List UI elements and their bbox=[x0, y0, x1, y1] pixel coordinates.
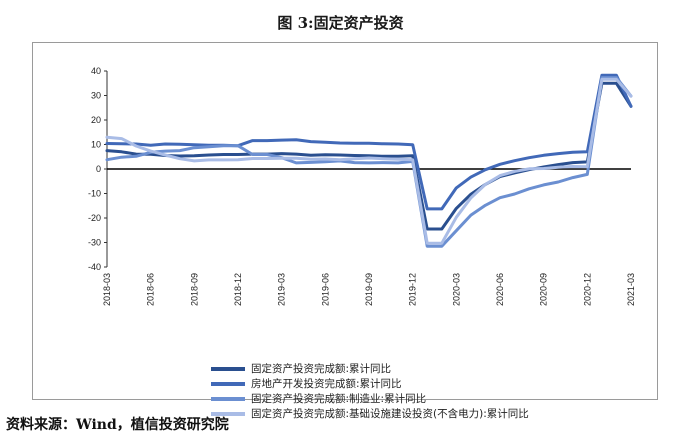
legend-swatch bbox=[211, 396, 245, 401]
legend-label: 固定资产投资完成额:基础设施建设投资(不含电力):累计同比 bbox=[251, 408, 529, 420]
legend-label: 房地产开发投资完成额:累计同比 bbox=[251, 378, 402, 390]
legend-item: 固定资产投资完成额:基础设施建设投资(不含电力):累计同比 bbox=[211, 406, 529, 421]
x-tick-label: 2018-03 bbox=[102, 273, 112, 306]
x-tick-label: 2019-06 bbox=[320, 273, 330, 306]
legend-swatch bbox=[211, 411, 245, 416]
x-tick-label: 2020-03 bbox=[451, 273, 461, 306]
series-line-2 bbox=[105, 73, 633, 211]
chart-frame: 40 30 20 10 0 -10 -20 -30 -40 2018-03 2018-06 2018-… bbox=[32, 42, 658, 420]
x-tick-label: 2019-03 bbox=[277, 273, 287, 306]
legend-swatch bbox=[211, 381, 245, 386]
y-tick-label: -20 bbox=[88, 213, 101, 223]
series-line-3 bbox=[105, 76, 633, 248]
y-tick-label: -40 bbox=[88, 262, 101, 272]
legend-item: 固定资产投资完成额:制造业:累计同比 bbox=[211, 391, 529, 406]
x-tick-label: 2020-09 bbox=[539, 273, 549, 306]
y-tick-label: 30 bbox=[91, 91, 101, 101]
legend-item: 固定资产投资完成额:累计同比 bbox=[211, 361, 529, 376]
legend-item: 房地产开发投资完成额:累计同比 bbox=[211, 376, 529, 391]
source-note: 资料来源：Wind，植信投资研究院 bbox=[6, 417, 229, 433]
legend-label: 固定资产投资完成额:制造业:累计同比 bbox=[251, 393, 427, 405]
x-tick-label: 2019-09 bbox=[364, 273, 374, 306]
chart-title: 图 3:固定资产投资 bbox=[277, 14, 404, 32]
series-line-1 bbox=[105, 81, 633, 231]
series-line-4 bbox=[105, 77, 633, 245]
legend-label: 固定资产投资完成额:累计同比 bbox=[251, 363, 392, 375]
chart-legend: 固定资产投资完成额:累计同比 房地产开发投资完成额:累计同比固定资产投资完成额:制… bbox=[211, 361, 529, 421]
legend-swatch bbox=[211, 366, 245, 371]
y-tick-label: 10 bbox=[91, 140, 101, 150]
x-tick-label: 2020-06 bbox=[495, 273, 505, 306]
x-tick-label: 2018-09 bbox=[189, 273, 199, 306]
y-tick-label: -10 bbox=[88, 189, 101, 199]
x-tick-label: 2020-12 bbox=[582, 273, 592, 306]
y-tick-label: 40 bbox=[91, 66, 101, 76]
y-tick-label: -30 bbox=[88, 238, 101, 248]
y-tick-label: 0 bbox=[96, 164, 101, 174]
y-tick-label: 20 bbox=[91, 115, 101, 125]
x-tick-label: 2021-03 bbox=[626, 273, 636, 306]
x-tick-label: 2018-06 bbox=[146, 273, 156, 306]
x-tick-label: 2018-12 bbox=[233, 273, 243, 306]
x-tick-label: 2019-12 bbox=[408, 273, 418, 306]
